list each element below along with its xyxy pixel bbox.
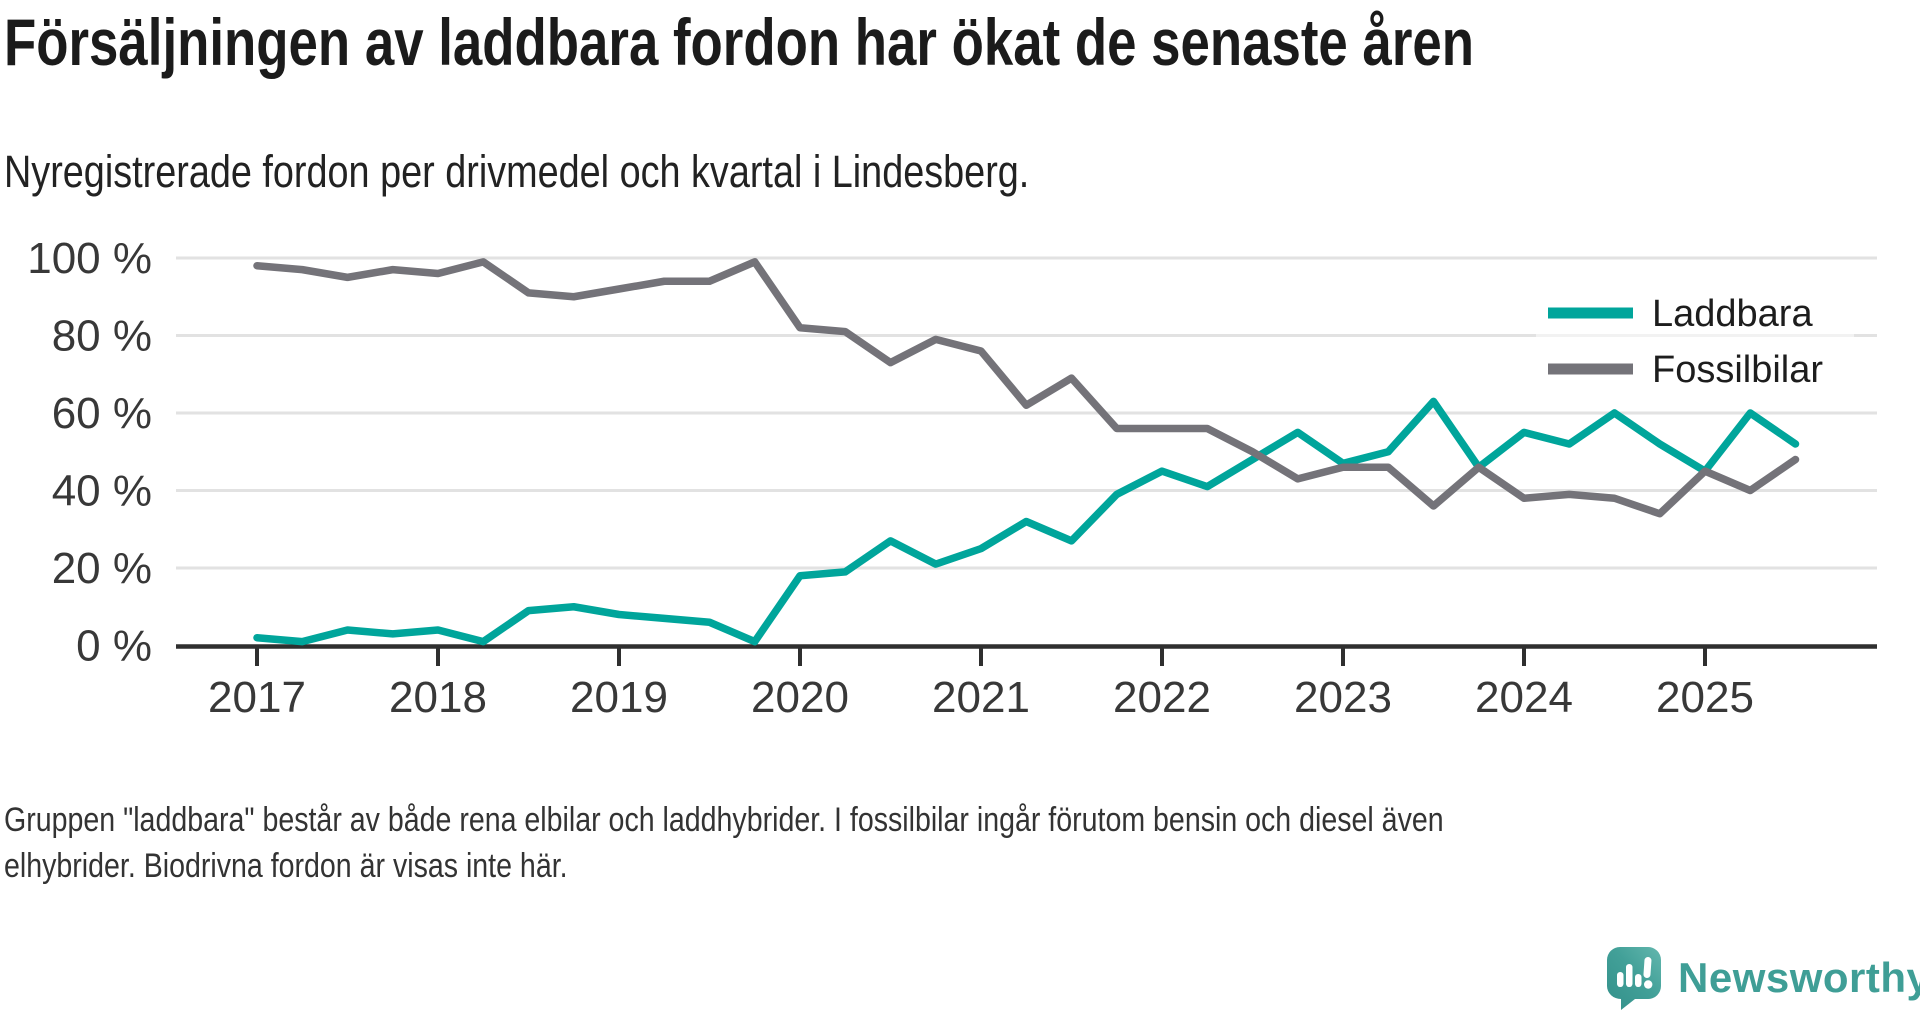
legend-label-fossilbilar: Fossilbilar [1652,349,1823,391]
y-axis-label: 80 % [52,312,152,361]
page-title: Försäljningen av laddbara fordon har öka… [4,5,1474,79]
x-axis-label: 2022 [1113,673,1211,722]
y-axis-label: 100 % [27,234,152,283]
x-axis-label: 2020 [751,673,849,722]
chart-line-laddbara [253,397,1800,646]
line-chart: 0 % 20 % 40 % 60 % 80 % 100 % 2017 2018 2019 2020… [27,234,1877,722]
newsworthy-logo-icon [1607,947,1661,1010]
y-axis-label: 20 % [52,544,152,593]
chart-footnote: Gruppen "laddbara" består av både rena e… [4,801,1444,886]
x-axis-label: 2021 [932,673,1030,722]
chart-subtitle: Nyregistrerade fordon per drivmedel och … [4,146,1030,197]
newsworthy-logo-text: Newsworthy [1678,954,1920,1001]
x-axis-label: 2019 [570,673,668,722]
x-axis-label: 2024 [1475,673,1573,722]
legend-background [1536,286,1854,394]
x-axis-label: 2025 [1656,673,1754,722]
chart-line-fossilbilar [253,258,1800,518]
x-axis-label: 2023 [1294,673,1392,722]
x-axis-label: 2017 [208,673,306,722]
newsworthy-logo: Newsworthy [1606,946,1920,1010]
y-axis-label: 40 % [52,467,152,516]
x-axis-label: 2018 [389,673,487,722]
y-axis-label: 60 % [52,389,152,438]
y-axis-label: 0 % [76,622,152,671]
legend-label-laddbara: Laddbara [1652,293,1813,335]
